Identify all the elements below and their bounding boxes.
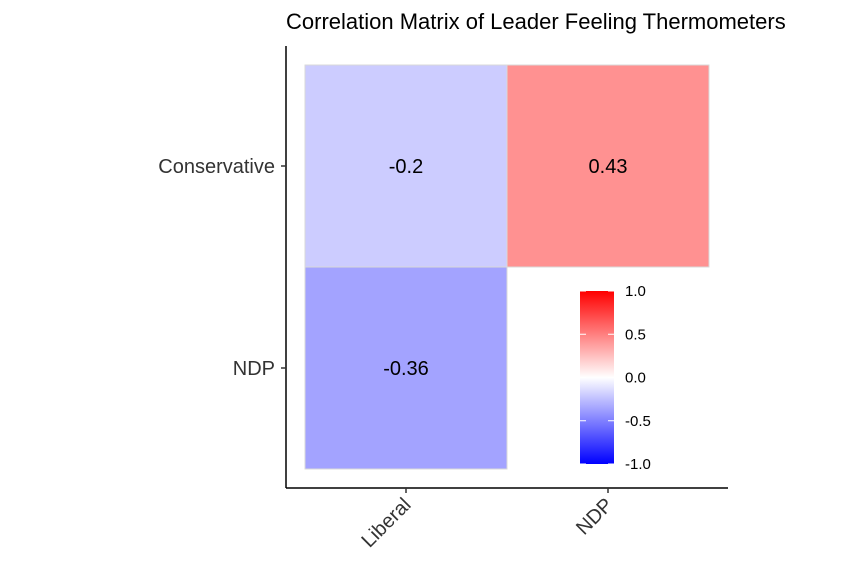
legend-tick-label: -1.0 xyxy=(625,456,651,473)
legend-tick-label: 0.0 xyxy=(625,370,646,387)
color-legend: 1.0 0.5 0.0 -0.5 -1.0 xyxy=(580,283,651,473)
cell-value-label: -0.36 xyxy=(383,358,429,380)
x-tick-label: Liberal xyxy=(358,494,416,552)
cell-value-label: 0.43 xyxy=(589,156,628,178)
chart-title: Correlation Matrix of Leader Feeling The… xyxy=(286,9,786,34)
y-tick-label: Conservative xyxy=(158,156,275,178)
heatmap-cell xyxy=(304,64,508,268)
cell-value-label: -0.2 xyxy=(389,156,423,178)
legend-tick-label: 1.0 xyxy=(625,283,646,300)
heatmap-cells: -0.2 0.43 -0.36 xyxy=(304,64,710,470)
heatmap-cell xyxy=(506,64,710,268)
y-tick-label: NDP xyxy=(233,358,275,380)
legend-tick-label: -0.5 xyxy=(625,413,651,430)
heatmap-cell xyxy=(304,266,508,470)
x-tick-label: NDP xyxy=(572,494,617,539)
legend-tick-label: 0.5 xyxy=(625,326,646,343)
